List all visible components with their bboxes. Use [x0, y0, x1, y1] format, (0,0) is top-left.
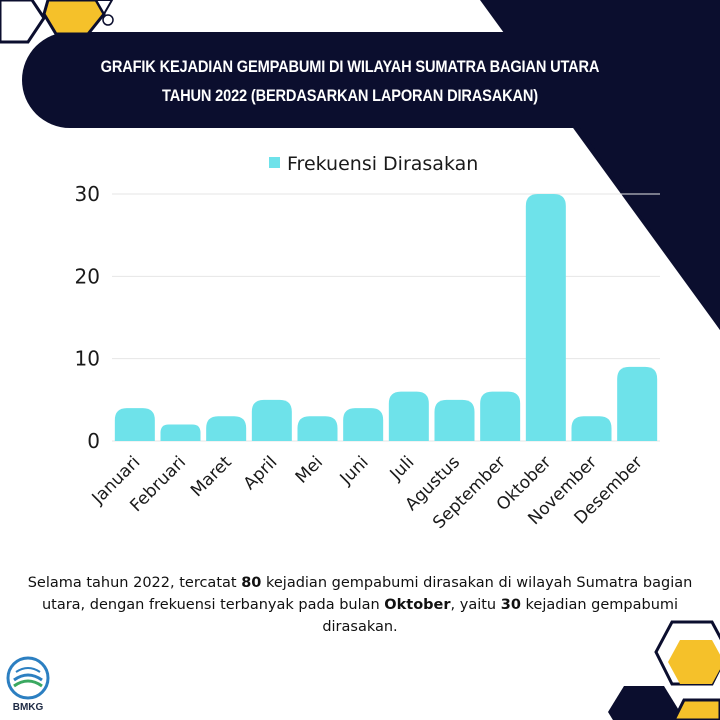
- title-line-2: TAHUN 2022 (BERDASARKAN LAPORAN DIRASAKA…: [162, 86, 538, 105]
- hexagon-decoration-bottom-right: [608, 620, 720, 720]
- summary-peak-count: 30: [500, 597, 521, 613]
- x-tick-label: Mei: [292, 452, 327, 487]
- summary-text: Selama tahun 2022, tercatat 80 kejadian …: [20, 572, 700, 638]
- summary-part-3: , yaitu: [450, 597, 501, 613]
- summary-peak-month: Oktober: [384, 597, 451, 613]
- bar: [160, 424, 201, 441]
- x-tick-label: April: [240, 452, 282, 494]
- bar: [206, 416, 247, 441]
- y-tick-label: 10: [75, 347, 100, 371]
- hexagon-decoration-top-left: [0, 0, 114, 44]
- bar: [343, 408, 384, 441]
- bmkg-logo-text: BMKG: [12, 702, 44, 713]
- bar: [251, 399, 292, 441]
- summary-part-2: kejadian gempabumi dirasakan di wilayah …: [41, 575, 693, 613]
- bar: [571, 416, 612, 441]
- legend-swatch: [269, 157, 280, 168]
- y-tick-label: 20: [75, 264, 100, 288]
- legend-label: Frekuensi Dirasakan: [287, 153, 478, 175]
- bmkg-logo-icon: [6, 656, 50, 700]
- white-diagonal-stripe: [580, 128, 720, 330]
- page-title: GRAFIK KEJADIAN GEMPABUMI DI WILAYAH SUM…: [75, 52, 625, 110]
- bar: [388, 391, 429, 441]
- summary-part-1: Selama tahun 2022, tercatat: [27, 575, 242, 591]
- summary-total: 80: [241, 575, 262, 591]
- bar: [617, 366, 658, 441]
- bar: [434, 399, 475, 441]
- y-tick-label: 0: [87, 429, 100, 453]
- bar: [525, 194, 566, 441]
- bar: [480, 391, 521, 441]
- x-tick-label: Juli: [386, 452, 419, 485]
- bar: [114, 408, 155, 441]
- title-line-1: GRAFIK KEJADIAN GEMPABUMI DI WILAYAH SUM…: [100, 57, 600, 76]
- x-tick-label: Maret: [187, 452, 236, 501]
- bmkg-logo: BMKG: [4, 654, 52, 718]
- bar: [297, 416, 338, 441]
- y-tick-label: 30: [75, 182, 100, 206]
- header-banner: [22, 32, 640, 128]
- x-tick-label: Juni: [336, 452, 373, 489]
- summary-part-4: kejadian gempabumi dirasakan.: [322, 597, 679, 635]
